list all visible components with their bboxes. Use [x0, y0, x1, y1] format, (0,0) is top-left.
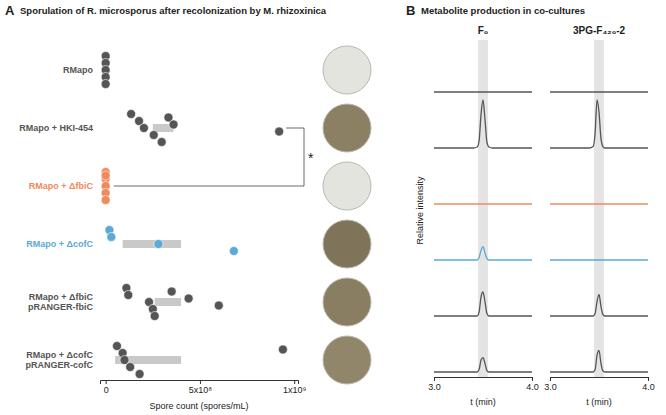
axis-line [101, 381, 299, 385]
range-bar [115, 356, 181, 364]
trace [434, 358, 532, 372]
trace [434, 247, 532, 260]
colony-photo [323, 46, 371, 94]
colony-photos [323, 46, 371, 384]
dot [101, 80, 110, 89]
colony-photo [323, 278, 371, 326]
axis-title: Spore count (spores/mL) [149, 401, 248, 411]
tick: 3.0 [544, 377, 557, 392]
title: Sporulation of R. microsporus after reco… [20, 5, 327, 16]
trace [434, 91, 532, 92]
highlight-band [478, 40, 488, 377]
colony-photo [323, 104, 371, 152]
title: Metabolite production in co-cultures [421, 5, 585, 16]
tick-label: 1x10⁹ [283, 385, 307, 395]
tick-mark [532, 377, 533, 381]
dot [154, 240, 163, 249]
trace [550, 294, 648, 316]
axis-line [435, 378, 533, 382]
axis-title: Relative intensity [415, 176, 425, 245]
dot [107, 233, 116, 242]
axis-line [551, 378, 649, 382]
trace [434, 203, 532, 204]
tick-label: 4.0 [642, 382, 655, 392]
colony-photo [323, 336, 371, 384]
colony-photo [323, 162, 371, 210]
dot [184, 294, 193, 303]
tick-mark [200, 380, 201, 384]
dot [139, 124, 148, 133]
category-label: RMapo + ΔcofCpRANGER-cofC [26, 350, 94, 370]
dot [101, 171, 110, 180]
significance-mark: * [308, 150, 314, 166]
panel-letter: B [406, 3, 415, 18]
trace [550, 91, 648, 92]
dot [214, 301, 223, 310]
dot [127, 110, 136, 119]
tick-mark [550, 377, 551, 381]
dot [101, 196, 110, 205]
x-axis: 3.0 4.0 [428, 377, 539, 392]
highlight-band [594, 40, 604, 377]
plot-area [101, 52, 287, 379]
category-label: RMapo + ΔfbiCpRANGER-fbiC [28, 292, 93, 312]
category-labels: RMapo RMapo + HKI-454 RMapo + ΔfbiC RMapo +… [19, 65, 93, 370]
axis-title: t (min) [586, 397, 612, 407]
axis-title: t (min) [470, 397, 496, 407]
trace [550, 203, 648, 204]
category-label: RMapo + HKI-454 [19, 123, 93, 133]
range-bar [155, 298, 181, 306]
dot [135, 370, 144, 379]
trace [550, 350, 648, 372]
tick: 4.0 [526, 377, 539, 392]
significance-bracket [114, 128, 304, 186]
panel-letter: A [5, 3, 15, 18]
trace [550, 100, 648, 148]
dot [167, 287, 176, 296]
tick-mark [106, 380, 107, 384]
x-axis: 0 5x10⁸ 1x10⁹ [101, 380, 307, 395]
dot [169, 120, 178, 129]
tick-label: 3.0 [428, 382, 441, 392]
subtitle: 3PG-F₄₂₀-2 [573, 25, 625, 36]
category-label: RMapo + ΔfbiC [29, 181, 94, 191]
range-bar [123, 240, 181, 248]
tick-mark [434, 377, 435, 381]
trace [434, 100, 532, 148]
category-label: RMapo [63, 65, 93, 75]
subtitle: F₀ [478, 25, 489, 36]
dot [275, 127, 284, 136]
plot-area [434, 40, 532, 377]
dot [126, 363, 135, 372]
tick-label: 3.0 [544, 382, 557, 392]
tick: 4.0 [642, 377, 655, 392]
plot-area [550, 40, 648, 377]
tick-mark [294, 380, 295, 384]
tick-label: 0 [104, 385, 109, 395]
tick-label: 5x10⁸ [189, 385, 213, 395]
category-label: RMapo + ΔcofC [26, 239, 93, 249]
tick: 1x10⁹ [283, 380, 307, 395]
figure: A Sporulation of R. microsporus after rec… [0, 0, 666, 415]
dot [150, 312, 159, 321]
trace [550, 259, 648, 260]
dot [124, 291, 133, 300]
tick: 5x10⁸ [189, 380, 213, 395]
tick-label: 4.0 [526, 382, 539, 392]
bracket-line [114, 128, 304, 186]
dot [149, 131, 158, 140]
tick: 3.0 [428, 377, 441, 392]
dot [229, 247, 238, 256]
trace [434, 292, 532, 316]
tick-mark [648, 377, 649, 381]
colony-photo [323, 220, 371, 268]
dot [157, 138, 166, 147]
dot [278, 345, 287, 354]
x-axis: 3.0 4.0 [544, 377, 655, 392]
tick: 0 [104, 380, 109, 395]
